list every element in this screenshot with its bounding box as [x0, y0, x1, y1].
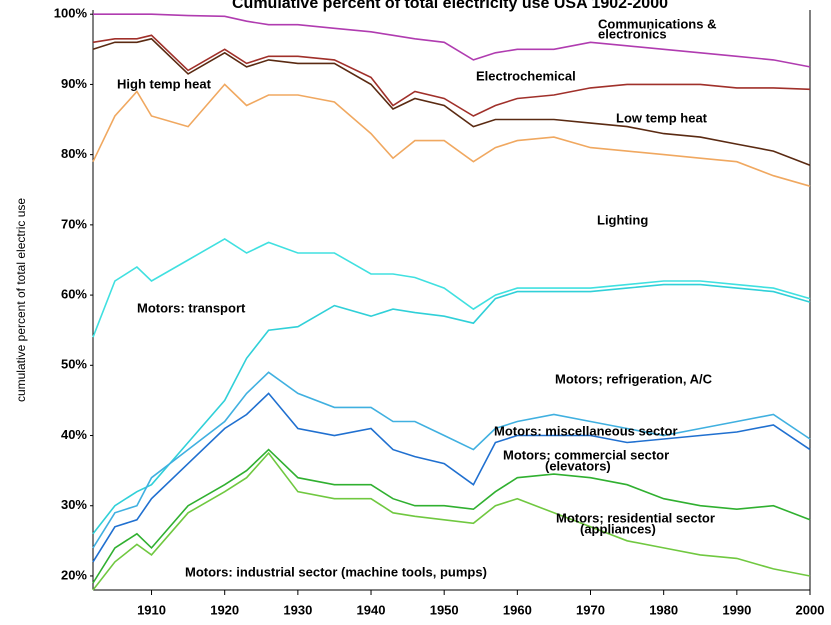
y-tick-label: 70% — [61, 216, 87, 231]
annotation: Motors: miscellaneous sector — [494, 423, 678, 438]
annotation: Lighting — [597, 212, 648, 227]
x-tick-label: 1940 — [357, 602, 386, 617]
y-tick-label: 30% — [61, 497, 87, 512]
annotation: Low temp heat — [616, 110, 708, 125]
x-tick-label: 1950 — [430, 602, 459, 617]
series-line — [92, 34, 811, 117]
series-line — [93, 13, 811, 68]
annotation: electronics — [598, 26, 667, 41]
chart-title: Cumulative percent of total electricity … — [232, 0, 668, 12]
series-line — [92, 37, 811, 166]
annotation: High temp heat — [117, 76, 212, 91]
series-line — [92, 83, 811, 187]
y-tick-label: 80% — [61, 146, 87, 161]
x-tick-label: 2000 — [796, 602, 825, 617]
y-tick-label: 50% — [61, 357, 87, 372]
x-tick-label: 1970 — [576, 602, 605, 617]
x-tick-label: 1910 — [137, 602, 166, 617]
y-tick-label: 60% — [61, 287, 87, 302]
annotation: (appliances) — [580, 521, 656, 536]
annotation: Communications & — [598, 16, 716, 31]
x-tick-label: 1980 — [649, 602, 678, 617]
annotation: Motors; residential sector — [556, 510, 715, 525]
series-line — [92, 371, 811, 549]
y-axis-label: cumulative percent of total electric use — [14, 198, 28, 402]
series-line — [92, 237, 811, 338]
annotation: Motors; commercial sector — [503, 447, 669, 462]
annotation: (elevators) — [545, 458, 611, 473]
series-line — [92, 451, 811, 591]
y-tick-label: 100% — [54, 6, 88, 21]
series-line — [92, 448, 811, 584]
x-tick-label: 1960 — [503, 602, 532, 617]
x-tick-label: 1930 — [283, 602, 312, 617]
y-tick-label: 90% — [61, 76, 87, 91]
y-tick-label: 20% — [61, 567, 87, 582]
x-tick-label: 1920 — [210, 602, 239, 617]
annotation: Motors; refrigeration, A/C — [555, 371, 713, 386]
annotation: Electrochemical — [476, 68, 576, 83]
series-line — [92, 283, 811, 535]
series-line — [92, 392, 811, 563]
x-tick-label: 1990 — [722, 602, 751, 617]
annotation: Motors: transport — [137, 300, 246, 315]
y-tick-label: 40% — [61, 427, 87, 442]
annotation: Motors: industrial sector (machine tools… — [185, 564, 487, 579]
